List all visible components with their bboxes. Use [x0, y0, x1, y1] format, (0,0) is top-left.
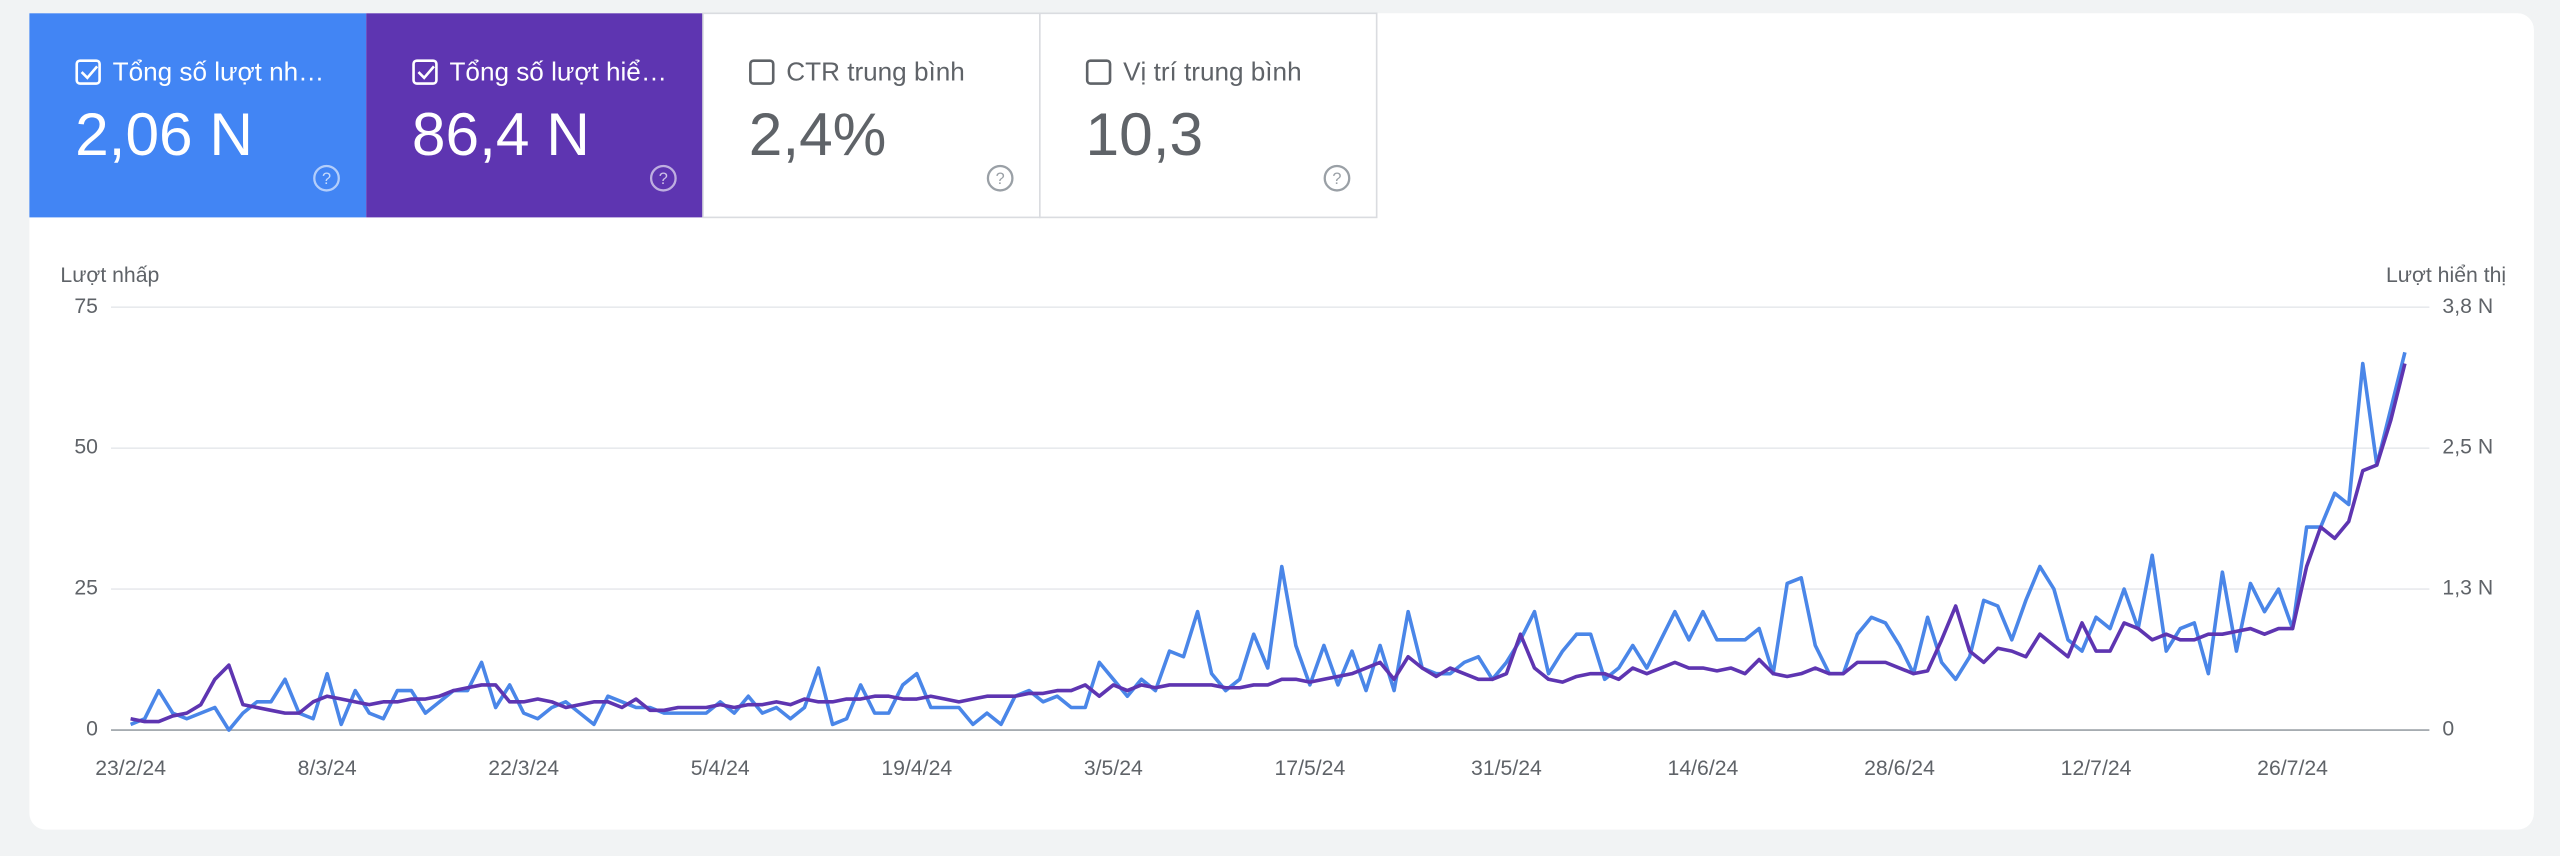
metric-value: 10,3 [1086, 100, 1204, 168]
metric-label: CTR trung bình [786, 57, 965, 87]
x-tick-label: 3/5/24 [1084, 757, 1143, 780]
metric-label: Tổng số lượt nh… [113, 57, 325, 87]
metric-card[interactable] [29, 13, 367, 218]
x-tick-label: 5/4/24 [691, 757, 750, 780]
y2-tick-label: 0 [2442, 718, 2454, 741]
metric-card[interactable] [1039, 12, 1378, 219]
y2-tick-label: 2,5 N [2442, 436, 2493, 459]
series-line [129, 351, 2407, 732]
x-tick-label: 17/5/24 [1274, 757, 1345, 780]
checkbox[interactable] [1085, 59, 1112, 85]
x-tick-label: 28/6/24 [1864, 757, 1935, 780]
help-icon[interactable] [986, 164, 1014, 192]
help-mark: ? [996, 170, 1005, 188]
metric-value: 2,4% [749, 100, 887, 168]
metric-value: 86,4 N [412, 100, 590, 168]
metric-card[interactable] [366, 13, 704, 218]
help-mark: ? [659, 170, 668, 188]
x-tick-label: 23/2/24 [95, 757, 166, 780]
x-tick-label: 8/3/24 [298, 757, 357, 780]
checkmark [80, 65, 99, 80]
y2-tick-label: 3,8 N [2442, 295, 2493, 318]
y-tick-label: 0 [86, 718, 98, 741]
x-tick-label: 22/3/24 [488, 757, 559, 780]
y2-tick-label: 1,3 N [2442, 577, 2493, 600]
help-mark: ? [1332, 170, 1341, 188]
checkbox[interactable] [75, 59, 101, 85]
checkbox[interactable] [749, 59, 775, 85]
y-tick-label: 75 [74, 295, 98, 318]
x-tick-label: 14/6/24 [1668, 757, 1739, 780]
metric-label: Vị trí trung bình [1123, 57, 1302, 87]
checkmark [417, 65, 435, 80]
y-axis-title: Lượt nhấp [60, 264, 159, 287]
metric-card[interactable] [702, 12, 1041, 219]
y-tick-label: 50 [74, 436, 98, 459]
series-line [130, 363, 2407, 724]
x-tick-label: 26/7/24 [2257, 757, 2328, 780]
y-tick-label: 25 [74, 577, 98, 600]
help-icon[interactable] [1323, 164, 1351, 192]
metric-value: 2,06 N [75, 100, 253, 168]
x-tick-label: 19/4/24 [881, 757, 952, 780]
x-tick-label: 31/5/24 [1471, 757, 1542, 780]
y2-axis-title: Lượt hiển thị [2386, 264, 2506, 287]
x-tick-label: 12/7/24 [2061, 757, 2132, 780]
help-icon[interactable] [313, 164, 340, 192]
metric-label: Tổng số lượt hiể… [449, 57, 666, 87]
checkbox[interactable] [412, 59, 438, 85]
help-mark: ? [322, 170, 331, 188]
help-icon[interactable] [649, 164, 677, 192]
